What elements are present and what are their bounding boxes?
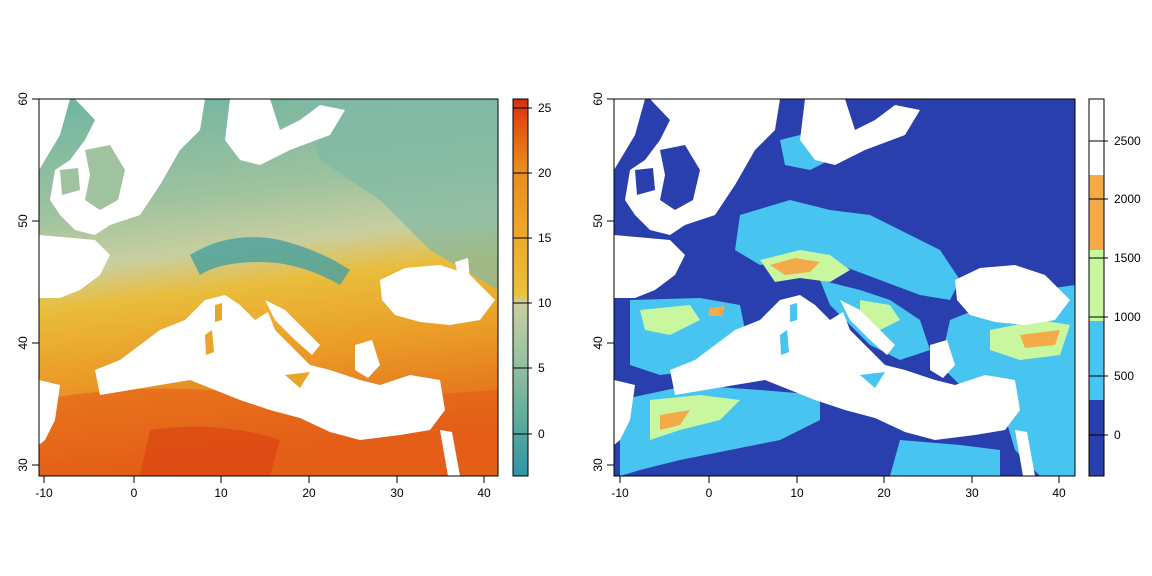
x-tick: 20 (302, 476, 316, 500)
legend-tick: 0 (513, 427, 545, 441)
x-tick: 0 (131, 476, 138, 500)
legend-tick-label: 20 (538, 166, 552, 180)
x-tick: 30 (390, 476, 404, 500)
legend-band (1089, 321, 1104, 400)
y-tick-label: 30 (591, 458, 605, 472)
y-tick: 40 (591, 336, 614, 350)
y-tick-label: 40 (591, 336, 605, 350)
x-tick-label: 0 (131, 486, 138, 500)
elevation-raster (614, 99, 1075, 476)
x-tick: 10 (790, 476, 804, 500)
temperature-legend: 0 5 10 15 20 25 (512, 98, 552, 477)
elevation-map: -10 0 10 20 30 40 30 40 50 60 0 500 (591, 92, 1141, 500)
x-tick: 40 (1052, 476, 1066, 500)
x-tick: -10 (35, 476, 53, 500)
legend-band (1089, 99, 1104, 175)
temperature-raster (39, 99, 498, 476)
map-frame (38, 98, 499, 477)
x-tick: 10 (214, 476, 228, 500)
legend-tick: 1000 (1089, 310, 1141, 324)
elevation-legend: 0 500 1000 1500 2000 2500 (1088, 98, 1141, 477)
x-tick-label: 30 (390, 486, 404, 500)
y-tick: 50 (591, 214, 614, 228)
legend-tick-label: 500 (1114, 369, 1134, 383)
x-tick: 0 (706, 476, 713, 500)
x-tick-label: 0 (706, 486, 713, 500)
x-tick-label: 20 (302, 486, 316, 500)
legend-colorbar (1088, 98, 1105, 477)
legend-band (1089, 400, 1104, 476)
x-tick-label: -10 (611, 486, 629, 500)
legend-tick: 2000 (1089, 192, 1141, 206)
legend-tick-label: 1000 (1114, 310, 1141, 324)
y-tick-label: 60 (591, 92, 605, 106)
legend-tick-label: 5 (538, 361, 545, 375)
legend-colorbar (512, 98, 529, 477)
map-frame (613, 98, 1076, 477)
legend-tick: 5 (513, 361, 545, 375)
legend-tick-label: 10 (538, 296, 552, 310)
y-tick-label: 60 (16, 92, 30, 106)
legend-tick: 0 (1089, 428, 1121, 442)
y-axis: 30 40 50 60 (591, 92, 614, 472)
legend-tick-label: 1500 (1114, 251, 1141, 265)
legend-tick-label: 0 (1114, 428, 1121, 442)
x-axis: -10 0 10 20 30 40 (35, 476, 491, 500)
y-tick: 30 (16, 458, 39, 472)
legend-tick-label: 25 (538, 101, 552, 115)
y-tick: 40 (16, 336, 39, 350)
legend-tick: 20 (513, 166, 552, 180)
x-tick-label: 30 (965, 486, 979, 500)
legend-tick-label: 0 (538, 427, 545, 441)
legend-tick-label: 15 (538, 231, 552, 245)
x-tick-label: 40 (1052, 486, 1066, 500)
y-tick: 60 (16, 92, 39, 106)
y-tick-label: 50 (16, 214, 30, 228)
legend-band (1089, 250, 1104, 321)
y-tick: 50 (16, 214, 39, 228)
legend-tick: 1500 (1089, 251, 1141, 265)
x-tick: 20 (877, 476, 891, 500)
y-axis: 30 40 50 60 (16, 92, 39, 472)
legend-tick: 15 (513, 231, 552, 245)
legend-tick: 500 (1089, 369, 1134, 383)
y-tick: 30 (591, 458, 614, 472)
y-tick-label: 30 (16, 458, 30, 472)
x-tick-label: 20 (877, 486, 891, 500)
y-tick: 60 (591, 92, 614, 106)
temperature-map: -10 0 10 20 30 40 30 40 50 60 0 5 10 15 … (16, 92, 552, 500)
x-tick-label: 40 (477, 486, 491, 500)
legend-tick-label: 2000 (1114, 192, 1141, 206)
y-tick-label: 50 (591, 214, 605, 228)
legend-tick: 25 (513, 101, 552, 115)
x-tick-label: 10 (790, 486, 804, 500)
x-tick: 40 (477, 476, 491, 500)
legend-tick: 10 (513, 296, 552, 310)
x-tick: 30 (965, 476, 979, 500)
y-tick-label: 40 (16, 336, 30, 350)
legend-tick: 2500 (1089, 134, 1141, 148)
x-axis: -10 0 10 20 30 40 (611, 476, 1066, 500)
legend-band (1089, 175, 1104, 250)
legend-tick-label: 2500 (1114, 134, 1141, 148)
x-tick-label: -10 (35, 486, 53, 500)
x-tick: -10 (611, 476, 629, 500)
x-tick-label: 10 (214, 486, 228, 500)
